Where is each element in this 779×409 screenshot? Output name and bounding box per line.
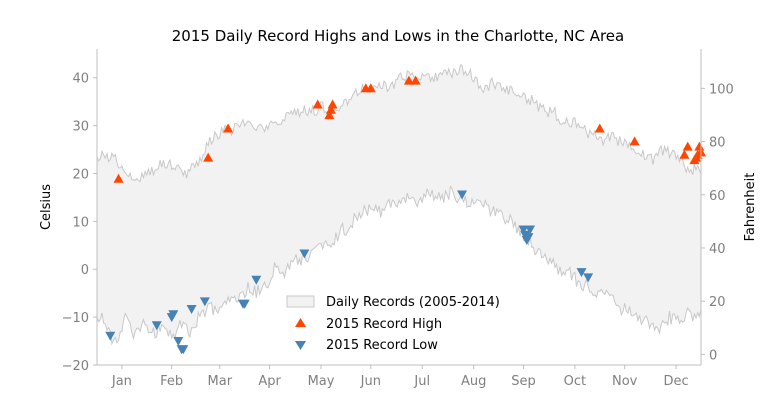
y2-tick-label: 100 <box>709 82 734 97</box>
record-low-marker <box>525 225 536 235</box>
record-low-marker <box>523 233 534 243</box>
y-axis-ticks: −20 −10 0 10 20 30 40 <box>62 72 97 374</box>
x-tick-label: Oct <box>564 374 586 389</box>
y-tick-label: −10 <box>62 311 89 326</box>
y2-axis-ticks: 0 20 40 60 80 100 <box>701 82 734 363</box>
x-tick-label: Dec <box>664 374 689 389</box>
x-tick-label: Feb <box>160 374 183 389</box>
y2-tick-label: 80 <box>709 136 726 151</box>
record-low-marker <box>186 304 197 314</box>
legend: Daily Records (2005-2014) 2015 Record Hi… <box>286 295 500 353</box>
record-high-marker <box>113 173 124 183</box>
x-tick-label: Apr <box>258 374 281 389</box>
record-high-marker <box>325 104 336 114</box>
band-fill <box>97 64 701 344</box>
x-axis-ticks: Jan Feb Mar Apr May Jun Jul Aug Sep Oct Nov Dec <box>111 365 689 389</box>
y-tick-label: 30 <box>72 120 89 135</box>
record-high-marker <box>324 110 335 120</box>
record-high-marker <box>682 141 693 151</box>
legend-label-high: 2015 Record High <box>326 317 442 332</box>
record-low-marker <box>518 225 529 235</box>
y2-tick-label: 20 <box>709 295 726 310</box>
record-high-line <box>96 64 702 183</box>
y2-tick-label: 40 <box>709 242 726 257</box>
y-tick-label: 0 <box>81 263 89 278</box>
x-tick-label: May <box>308 374 335 389</box>
y2-axis-label: Fahrenheit <box>743 173 758 242</box>
y-tick-label: −20 <box>62 359 89 374</box>
legend-high-marker <box>295 318 306 327</box>
record-low-marker <box>105 331 116 341</box>
record-low-line <box>96 185 702 346</box>
x-tick-label: Sep <box>511 374 536 389</box>
record-low-marker <box>583 273 594 283</box>
record-low-marker <box>151 321 162 331</box>
legend-band-swatch <box>286 295 315 308</box>
y2-tick-label: 60 <box>709 189 726 204</box>
record-low-marker <box>576 268 587 278</box>
y-tick-label: 10 <box>72 215 89 230</box>
x-tick-label: Aug <box>461 374 486 389</box>
record-high-marker <box>403 75 414 85</box>
record-high-marker <box>694 141 705 151</box>
y-tick-label: 20 <box>72 167 89 182</box>
legend-low-marker <box>295 341 306 350</box>
plot-frame <box>96 49 702 366</box>
record-high-marker <box>365 83 376 93</box>
x-tick-label: Jul <box>413 374 430 389</box>
record-low-marker <box>239 299 250 309</box>
x-tick-label: Jan <box>111 374 132 389</box>
record-low-marker <box>251 275 262 285</box>
record-low-marker <box>173 337 184 347</box>
y-axis-label: Celsius <box>39 184 54 230</box>
record-high-marker <box>327 99 338 109</box>
record-high-marker <box>223 123 234 133</box>
record-low-marker <box>299 249 310 259</box>
chart-title: 2015 Daily Record Highs and Lows in the … <box>172 27 624 45</box>
daily-records-band <box>96 64 702 346</box>
record-low-marker <box>168 310 179 320</box>
legend-label-low: 2015 Record Low <box>326 338 438 353</box>
record-high-marker <box>629 136 640 146</box>
record-low-marker <box>178 345 189 355</box>
record-low-marker <box>199 297 210 307</box>
record-high-marker <box>410 75 421 85</box>
record-low-marker <box>457 190 468 200</box>
record-high-marker <box>312 99 323 109</box>
y2-tick-label: 0 <box>709 348 717 363</box>
record-high-marker <box>594 123 605 133</box>
x-tick-label: Mar <box>208 374 233 389</box>
x-tick-label: Nov <box>612 374 638 389</box>
y-tick-label: 40 <box>72 72 89 87</box>
record-high-marker <box>203 152 214 162</box>
record-high-marker <box>679 149 690 159</box>
record-markers <box>105 75 706 355</box>
legend-label-band: Daily Records (2005-2014) <box>326 295 500 310</box>
x-tick-label: Jun <box>360 374 381 389</box>
